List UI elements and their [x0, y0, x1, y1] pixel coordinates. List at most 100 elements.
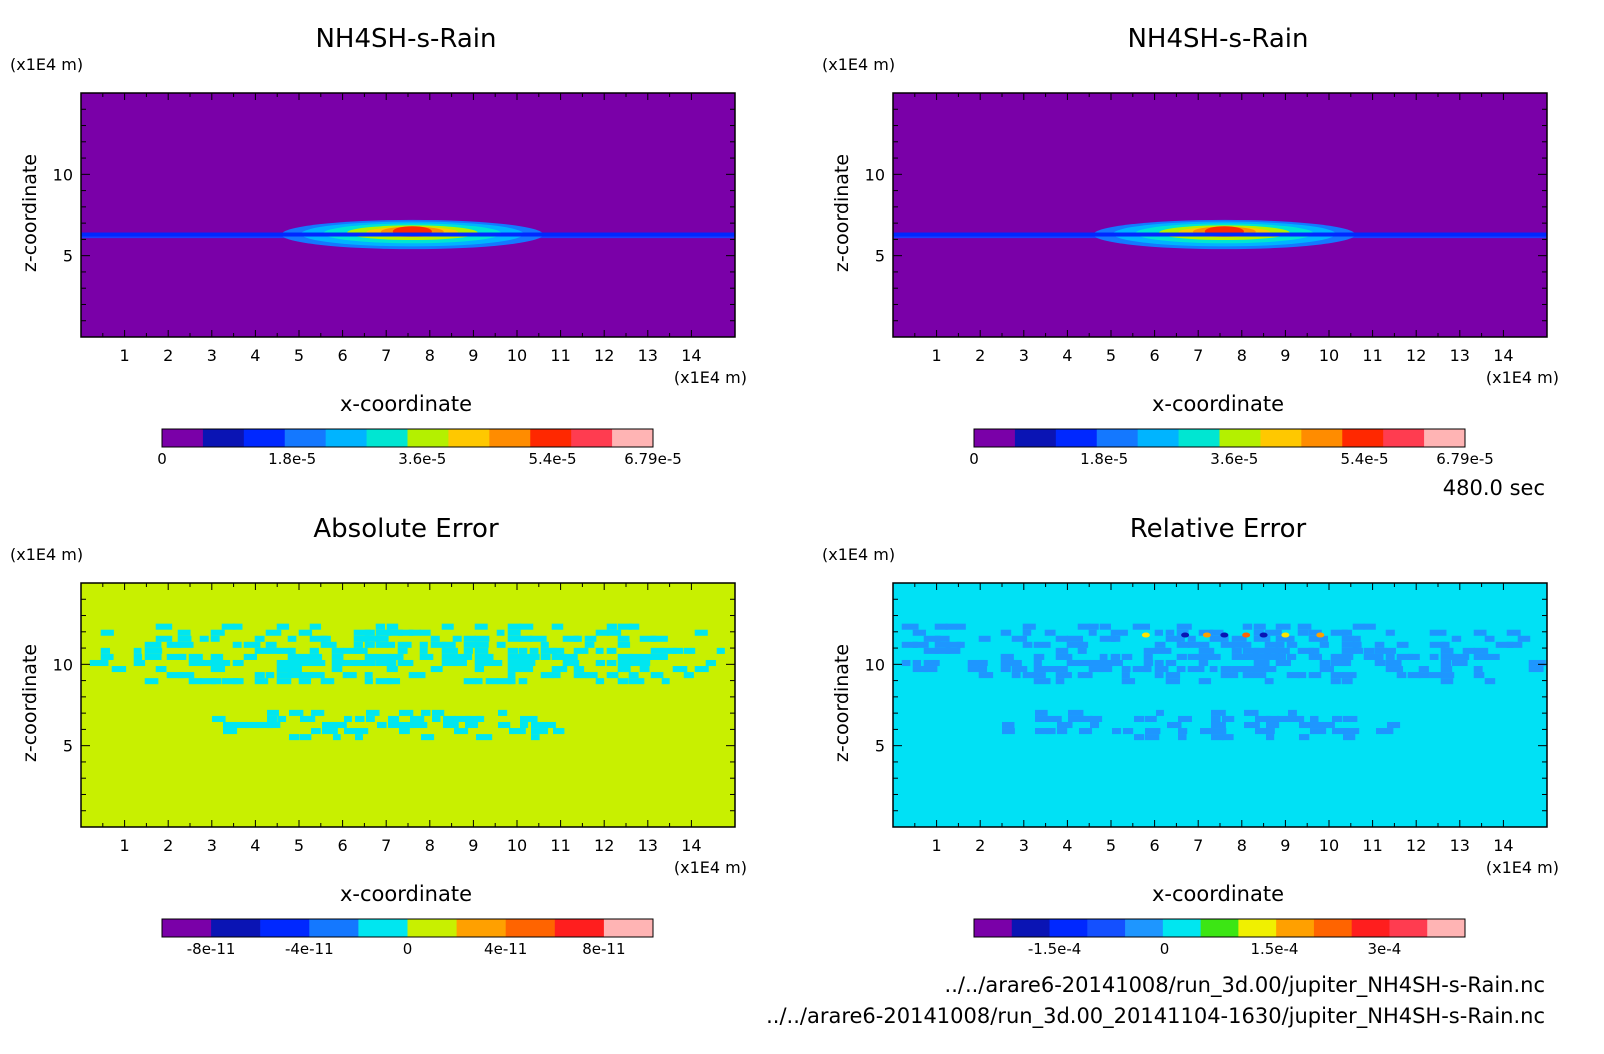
y-tick-label: 5 [875, 247, 885, 266]
speckle-cell [1253, 659, 1270, 667]
x-tick-label: 13 [1450, 346, 1470, 365]
speckle-cell [375, 653, 392, 660]
speckle-cell [1110, 653, 1121, 660]
y-unit-label: (x1E4 m) [822, 545, 895, 564]
speckle-cell [1187, 653, 1205, 660]
panel-2: NH4SH-s-Rain(x1E4 m)(x1E4 m)1 2 3 4 5 6 7 8 9 10 1… [822, 24, 1559, 468]
speckle-cell [1330, 659, 1348, 667]
colorbar-segment [366, 429, 408, 447]
speckle-cell [507, 672, 516, 679]
speckle-cell [298, 672, 313, 679]
x-tick-label: 13 [1450, 836, 1470, 855]
y-axis-label: z-coordinate [831, 154, 853, 272]
colorbar-label: 1.8e-5 [268, 450, 316, 468]
speckle-cell [507, 623, 522, 630]
speckle-cell [1099, 659, 1114, 667]
speckle-cell [465, 715, 482, 722]
speckle-cell [1077, 641, 1089, 648]
x-tick-label: 11 [550, 346, 570, 365]
speckle-cell [584, 635, 597, 642]
speckle-cell [1088, 666, 1104, 673]
colorbar-segment [162, 919, 212, 937]
x-tick-label: 6 [338, 346, 348, 365]
speckle-cell [1143, 647, 1156, 654]
speckle-cell [289, 709, 304, 716]
speckle-cell [1022, 623, 1036, 630]
x-tick-label: 12 [594, 346, 614, 365]
speckle-cell [1035, 709, 1048, 716]
speckle-cell [573, 672, 590, 679]
speckle-cell [419, 641, 428, 648]
speckle-cell [1099, 623, 1111, 630]
speckle-cell [1110, 635, 1121, 642]
speckle-cell [375, 641, 389, 648]
speckle-cell [923, 647, 939, 654]
y-tick-label: 5 [63, 737, 73, 756]
speckle-cell [551, 647, 565, 654]
speckle-cell [1011, 659, 1022, 667]
speckle-cell [518, 666, 534, 673]
field-area [893, 93, 1547, 337]
speckle-cell [507, 647, 519, 654]
speckle-cell [199, 678, 217, 685]
speckle-cell [498, 721, 511, 729]
x-tick-label: 8 [1237, 836, 1247, 855]
speckle-cell [1308, 672, 1322, 679]
speckle-cell [542, 721, 556, 729]
speckle-cell [1275, 659, 1291, 667]
colorbar-label: 6.79e-5 [1436, 450, 1494, 468]
speckle-cell [1066, 659, 1081, 667]
speckle-cell [364, 678, 373, 685]
speckle-cell [716, 647, 725, 654]
hotspot [1242, 632, 1251, 638]
speckle-cell [320, 678, 335, 685]
speckle-cell [1253, 666, 1266, 673]
speckle-cell [1319, 635, 1328, 642]
colorbar-segment [284, 429, 327, 447]
speckle-cell [1077, 659, 1091, 667]
speckle-cell [1253, 623, 1266, 630]
speckle-cell [399, 709, 414, 716]
speckle-cell [1209, 653, 1221, 660]
speckle-cell [265, 629, 282, 636]
speckle-cell [397, 629, 414, 636]
speckle-cell [1033, 659, 1042, 667]
speckle-cell [364, 641, 375, 648]
speckle-cell [1011, 635, 1028, 642]
speckle-cell [399, 728, 410, 735]
speckle-cell [1046, 715, 1062, 722]
colorbar-label: 5.4e-5 [528, 450, 576, 468]
speckle-cell [562, 653, 578, 660]
speckle-cell [1211, 721, 1226, 729]
speckle-cell [1011, 672, 1021, 679]
speckle-cell [388, 721, 403, 729]
speckle-cell [386, 666, 398, 673]
speckle-cell [1143, 659, 1154, 667]
speckle-cell [1176, 653, 1187, 660]
speckle-cell [199, 635, 209, 642]
colorbar-segment [1351, 919, 1390, 937]
speckle-cell [1440, 659, 1451, 667]
speckle-cell [1178, 734, 1187, 741]
x-axis-label: x-coordinate [1152, 392, 1284, 416]
y-axis-label: z-coordinate [19, 644, 41, 762]
speckle-cell [353, 641, 363, 648]
speckle-cell [1440, 672, 1455, 679]
speckle-cell [1156, 709, 1164, 716]
speckle-cell [386, 653, 404, 660]
speckle-cell [421, 709, 431, 716]
speckle-cell [584, 672, 598, 679]
speckle-cell [901, 659, 911, 667]
speckle-cell [1484, 653, 1500, 660]
speckle-cell [1341, 647, 1357, 654]
x-tick-label: 2 [975, 836, 985, 855]
panel-title: NH4SH-s-Rain [1127, 24, 1308, 54]
speckle-cell [89, 659, 107, 667]
speckle-cell [1099, 666, 1113, 673]
speckle-cell [1440, 666, 1453, 673]
speckle-cell [1134, 715, 1145, 722]
x-tick-label: 8 [425, 836, 435, 855]
speckle-cell [1429, 641, 1446, 648]
colorbar-segment [1219, 429, 1261, 447]
speckle-cell [474, 659, 489, 667]
